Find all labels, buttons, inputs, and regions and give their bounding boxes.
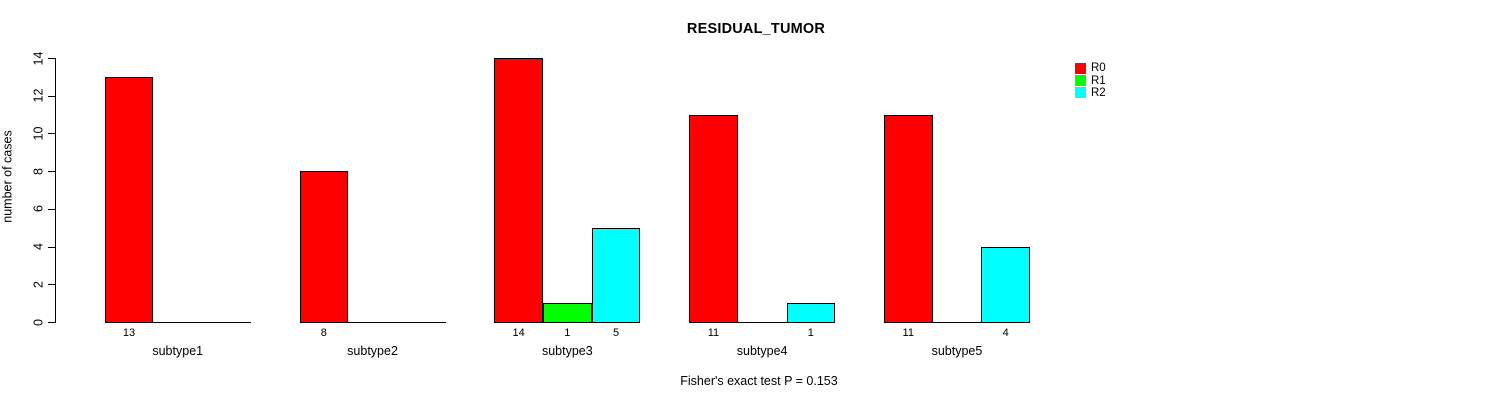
legend-item-r0: R0	[1075, 62, 1106, 74]
bar-value-label: 4	[1002, 327, 1009, 339]
y-tick	[48, 208, 55, 210]
bar-r0-subtype2	[299, 171, 349, 323]
chart-title: RESIDUAL_TUMOR	[686, 21, 826, 37]
x-category-label-subtype2: subtype2	[347, 344, 398, 358]
legend-swatch-r0	[1075, 62, 1086, 74]
bar-value-label: 11	[902, 327, 914, 339]
bar-r0-subtype5	[883, 114, 933, 323]
legend: R0 R1 R2	[1075, 62, 1106, 99]
bar-r2-subtype4	[786, 303, 836, 323]
x-category-label-subtype5: subtype5	[931, 344, 983, 358]
bar-r2-subtype5	[981, 246, 1030, 323]
legend-swatch-r1	[1075, 75, 1086, 87]
bar-value-label: 5	[612, 327, 620, 339]
y-tick	[48, 246, 55, 248]
group-baseline-subtype1	[104, 322, 251, 323]
legend-swatch-r2	[1075, 87, 1086, 99]
bar-r2-subtype3	[591, 227, 641, 323]
bar-value-label: 11	[707, 327, 720, 339]
bar-value-label: 14	[512, 327, 525, 339]
x-category-label-subtype3: subtype3	[541, 344, 593, 358]
bar-value-label: 13	[122, 327, 136, 339]
y-tick-label: 2	[31, 280, 45, 288]
legend-item-r2: R2	[1075, 87, 1106, 99]
y-tick-label: 0	[31, 318, 45, 326]
bar-value-label: 8	[320, 327, 327, 339]
bar-r0-subtype3	[494, 58, 543, 323]
x-category-label-subtype4: subtype4	[736, 344, 788, 358]
y-tick	[48, 58, 55, 59]
bar-r0-subtype4	[689, 114, 738, 323]
y-tick-label: 6	[31, 205, 45, 213]
legend-item-r1: R1	[1075, 74, 1106, 87]
bar-r0-subtype1	[104, 76, 154, 323]
bar-r1-subtype3	[543, 303, 592, 323]
group-baseline-subtype4	[689, 322, 836, 323]
y-tick	[48, 171, 55, 173]
y-tick-label: 14	[31, 51, 45, 65]
bar-value-label: 1	[564, 327, 571, 339]
group-baseline-subtype5	[883, 322, 1030, 323]
bar-value-label: 1	[807, 327, 814, 339]
legend-label: R2	[1091, 86, 1106, 99]
pvalue-caption: Fisher's exact test P = 0.153	[680, 374, 838, 388]
legend-label: R0	[1091, 62, 1106, 75]
group-baseline-subtype2	[299, 322, 446, 323]
y-tick-label: 4	[31, 243, 45, 251]
y-tick	[48, 95, 55, 97]
legend-label: R1	[1091, 74, 1106, 87]
y-axis-line	[55, 58, 56, 323]
y-tick-label: 12	[31, 88, 45, 103]
y-tick-label: 10	[31, 126, 45, 141]
y-tick	[48, 284, 55, 286]
y-tick	[48, 322, 55, 323]
x-category-label-subtype1: subtype1	[152, 344, 204, 358]
y-tick	[48, 133, 55, 135]
y-tick-label: 8	[31, 167, 45, 175]
